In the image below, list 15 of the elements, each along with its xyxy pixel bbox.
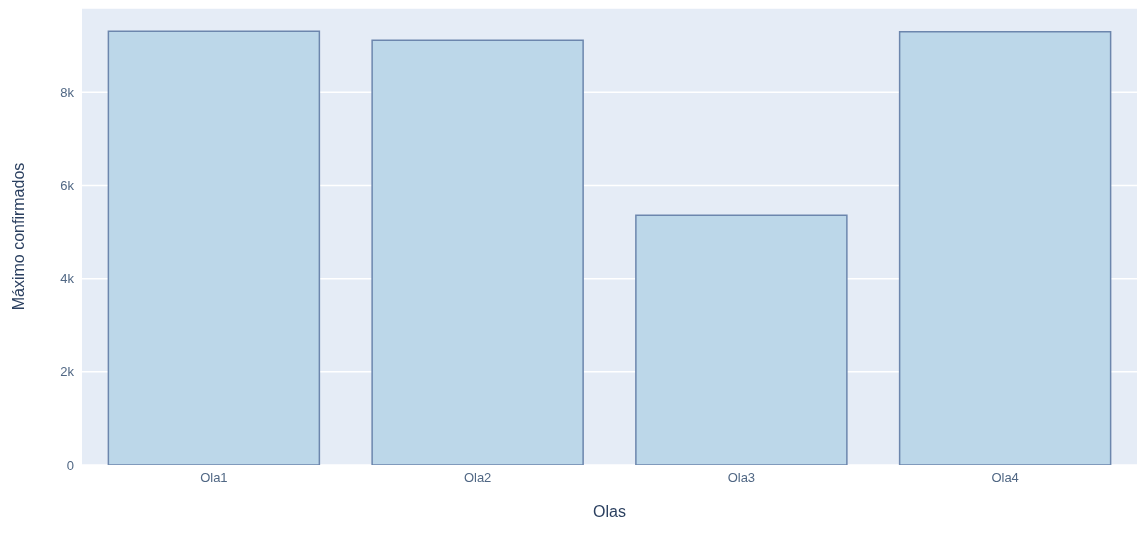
x-tick-label: Ola4	[991, 470, 1019, 486]
bar	[371, 39, 584, 465]
y-axis-title: Máximo confirmados	[9, 162, 27, 311]
y-tick-label: 2k	[60, 364, 75, 380]
y-tick-label: 8k	[60, 84, 75, 100]
y-tick-label: 0	[66, 457, 74, 473]
x-tick-label: Ola3	[727, 470, 756, 486]
y-tick-label: 4k	[60, 271, 75, 287]
x-tick-label: Ola2	[463, 470, 492, 486]
bar	[898, 31, 1112, 465]
y-tick-label: 6k	[60, 178, 75, 194]
x-tick-label: Ola1	[200, 470, 228, 486]
bar	[635, 214, 848, 465]
x-axis-title: Olas	[593, 503, 626, 520]
bar	[107, 30, 321, 465]
